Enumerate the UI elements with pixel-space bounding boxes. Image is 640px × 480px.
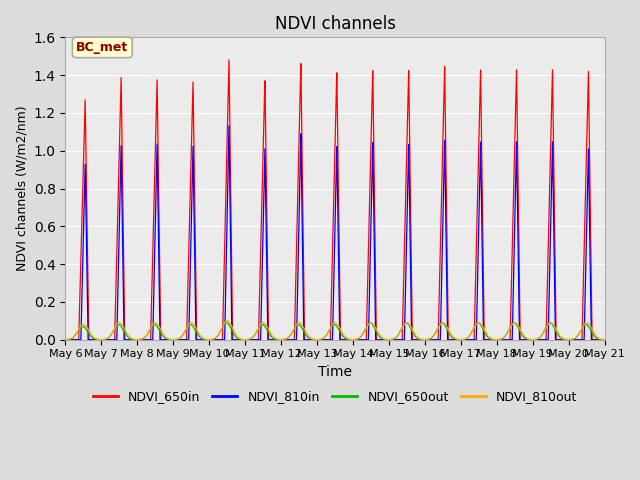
NDVI_650in [264,250,271,256]
NDVI_650in [410,337,417,343]
NDVI_650out [97,337,105,343]
NDVI_810in [264,305,271,311]
NDVI_810in [225,123,233,129]
NDVI_650out [172,336,179,342]
Line: NDVI_650out: NDVI_650out [65,323,605,340]
Line: NDVI_810out: NDVI_810out [65,321,605,340]
NDVI_650in [225,57,233,63]
NDVI_650in [486,337,494,343]
NDVI_650out [177,335,185,340]
Legend: NDVI_650in, NDVI_810in, NDVI_650out, NDVI_810out: NDVI_650in, NDVI_810in, NDVI_650out, NDV… [88,385,582,408]
NDVI_810in [177,337,184,343]
NDVI_810out [486,335,494,341]
NDVI_810out [177,334,184,340]
NDVI_810out [61,337,69,343]
Title: NDVI channels: NDVI channels [275,15,396,33]
NDVI_810out [264,324,271,330]
NDVI_810out [601,337,609,343]
Y-axis label: NDVI channels (W/m2/nm): NDVI channels (W/m2/nm) [15,106,28,271]
NDVI_650in [601,337,609,343]
NDVI_650out [599,337,607,343]
NDVI_810in [599,337,607,343]
NDVI_810in [61,337,69,343]
Line: NDVI_810in: NDVI_810in [65,126,605,340]
NDVI_650in [61,337,69,343]
NDVI_650in [177,337,184,343]
Text: BC_met: BC_met [76,41,129,54]
NDVI_810out [410,328,417,334]
NDVI_810in [410,337,417,343]
NDVI_650out [601,337,609,343]
NDVI_650out [546,320,554,325]
NDVI_650out [61,337,69,343]
NDVI_650out [264,327,271,333]
NDVI_810out [223,318,231,324]
NDVI_810out [172,336,179,342]
NDVI_810in [601,337,609,343]
Line: NDVI_650in: NDVI_650in [65,60,605,340]
NDVI_650in [599,337,607,343]
NDVI_650out [410,331,417,336]
NDVI_810out [599,336,607,342]
NDVI_810in [486,337,494,343]
X-axis label: Time: Time [318,365,352,379]
NDVI_650in [172,337,179,343]
NDVI_650out [486,336,494,341]
NDVI_810in [172,337,179,343]
